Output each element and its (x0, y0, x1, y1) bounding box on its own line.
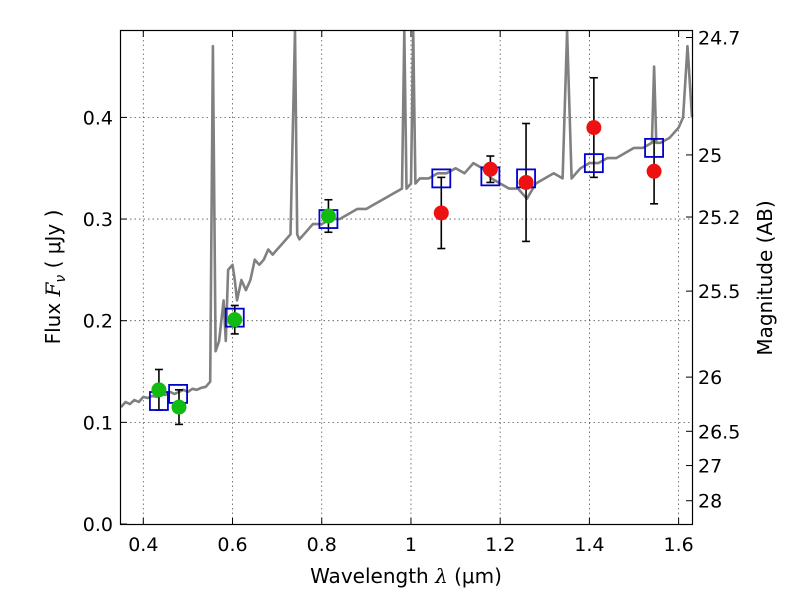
observed-point-nir (586, 120, 602, 136)
x-tick-label: 0.4 (128, 534, 158, 556)
model-photometry-square (583, 153, 604, 174)
x-tick-label: 1.4 (574, 534, 604, 556)
observed-point-nir (433, 205, 449, 221)
magnitude-tick-label: 24.7 (698, 28, 740, 50)
y-tick-label: 0.3 (83, 209, 113, 231)
observed-points-layer (151, 120, 662, 415)
observed-point-nir (646, 163, 662, 179)
magnitude-tick-label: 27 (698, 456, 722, 478)
magnitude-tick-label: 25.2 (698, 207, 740, 229)
x-axis-label-symbol: λ (434, 564, 448, 588)
x-tick-label: 0.6 (217, 534, 247, 556)
model-photometry-square (644, 137, 664, 158)
model-photometry-square (431, 168, 452, 189)
y-tick-label: 0.0 (83, 514, 113, 536)
x-axis-label-unit: (μm) (454, 564, 502, 588)
x-axis-label: Wavelength λ (μm) (310, 564, 502, 588)
x-axis-label-prefix: Wavelength (310, 564, 429, 588)
magnitude-tick-label: 25 (698, 145, 722, 167)
magnitude-tick-label: 25.5 (698, 281, 740, 303)
x-tick-label: 0.8 (307, 534, 337, 556)
observed-point-optical (320, 208, 336, 224)
magnitude-tick-label: 28 (698, 491, 722, 513)
observed-point-nir (482, 161, 498, 177)
ticks-layer: 0.4 0.6 0.8 1 1.2 1.4 1.6 0.0 0.1 0.2 0.3 0.4 24.7 25… (83, 28, 741, 556)
observed-point-optical (151, 382, 167, 398)
x-tick-label: 1.6 (664, 534, 694, 556)
observed-point-nir (518, 174, 534, 190)
y-tick-label: 0.4 (83, 107, 113, 129)
y-tick-label: 0.2 (83, 311, 113, 333)
magnitude-tick-label: 26 (698, 367, 722, 389)
y-tick-label: 0.1 (83, 412, 113, 434)
y-axis-label-subscript: ν (53, 275, 69, 283)
magnitude-tick-label: 26.5 (698, 421, 740, 443)
plot-frame (119, 29, 694, 526)
magnitude-axis-label: Magnitude (AB) (753, 200, 777, 355)
y-axis-label-symbol: F (41, 281, 65, 297)
observed-point-optical (171, 399, 187, 415)
x-tick-label: 1 (405, 534, 417, 556)
y-axis-label-unit: ( μJy ) (41, 210, 65, 269)
x-tick-label: 1.2 (485, 534, 515, 556)
observed-point-optical (227, 312, 243, 328)
y-axis-label: Flux Fν ( μJy ) (41, 210, 70, 345)
y-axis-label-prefix: Flux (41, 303, 65, 345)
